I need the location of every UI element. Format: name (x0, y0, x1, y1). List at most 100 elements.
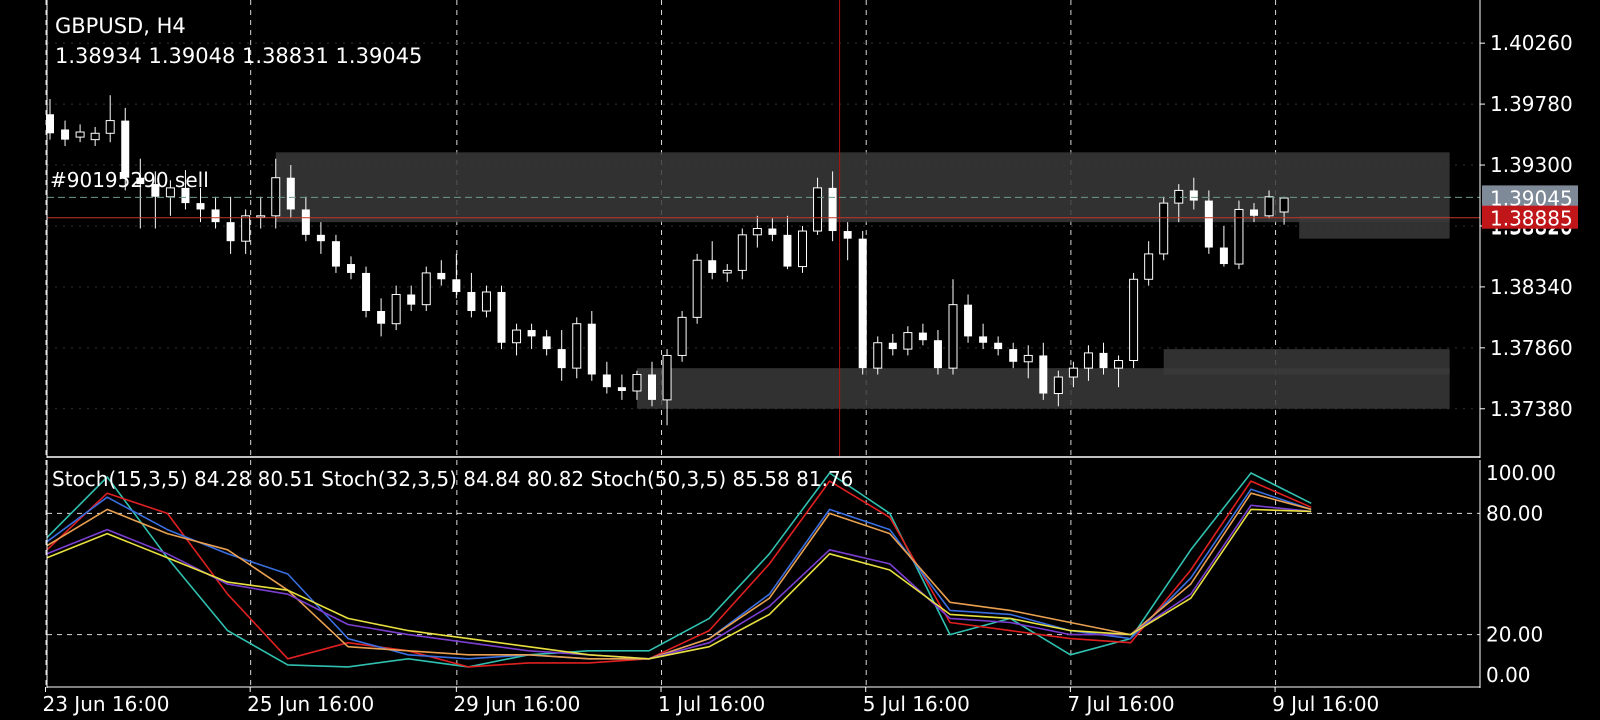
bear-candle[interactable] (301, 209, 310, 235)
bear-candle[interactable] (933, 340, 942, 369)
bear-candle[interactable] (1189, 190, 1198, 201)
stoch-layer (46, 472, 1312, 668)
bear-candle[interactable] (286, 177, 295, 210)
bear-candle[interactable] (527, 330, 536, 337)
bear-candle[interactable] (1099, 352, 1108, 369)
bull-candle[interactable] (572, 323, 582, 369)
bull-candle[interactable] (241, 215, 251, 242)
bull-candle[interactable] (662, 354, 672, 401)
bear-candle[interactable] (46, 114, 54, 134)
price-tick-label: 1.39780 (1490, 92, 1573, 116)
bear-candle[interactable] (407, 294, 416, 305)
bull-candle[interactable] (1068, 367, 1078, 378)
time-tick-label: 1 Jul 16:00 (658, 692, 765, 716)
bear-candle[interactable] (994, 342, 1003, 350)
order-label[interactable]: #90195290 sell (50, 168, 209, 192)
bull-candle[interactable] (677, 316, 687, 356)
indicator-label: Stoch(15,3,5) 84.28 80.51 Stoch(32,3,5) … (52, 467, 853, 491)
bear-candle[interactable] (648, 374, 656, 400)
bear-candle[interactable] (888, 342, 897, 350)
bull-candle[interactable] (692, 259, 702, 318)
bear-candle[interactable] (602, 374, 611, 388)
symbol-timeframe-label: GBPUSD, H4 (55, 14, 186, 38)
bull-candle[interactable] (1114, 360, 1124, 369)
bear-candle[interactable] (377, 311, 386, 324)
bear-candle[interactable] (497, 291, 506, 343)
bull-candle[interactable] (1083, 352, 1093, 369)
bull-candle[interactable] (512, 329, 522, 344)
bear-candle[interactable] (347, 264, 355, 273)
bull-candle[interactable] (948, 304, 958, 369)
candle-layer[interactable] (46, 95, 1289, 426)
bull-candle[interactable] (165, 187, 175, 198)
bear-candle[interactable] (1039, 355, 1048, 394)
bull-candle[interactable] (1174, 189, 1184, 204)
bear-candle[interactable] (226, 222, 235, 242)
bull-candle[interactable] (873, 342, 883, 369)
bull-candle[interactable] (798, 230, 807, 268)
bear-candle[interactable] (1009, 349, 1018, 362)
stoch-tick-label: 0.00 (1486, 663, 1531, 687)
bear-candle[interactable] (542, 336, 551, 350)
stoch-tick-label: 100.00 (1486, 461, 1556, 485)
bear-candle[interactable] (211, 209, 220, 223)
bull-candle[interactable] (481, 291, 491, 312)
bear-candle[interactable] (61, 129, 70, 140)
bear-candle[interactable] (196, 203, 205, 210)
bear-candle[interactable] (587, 323, 596, 375)
bear-candle[interactable] (557, 349, 566, 369)
bull-candle[interactable] (90, 132, 100, 141)
bear-candle[interactable] (708, 260, 717, 273)
bull-candle[interactable] (271, 177, 281, 217)
bear-candle[interactable] (151, 184, 160, 197)
bear-candle[interactable] (452, 279, 461, 292)
bear-candle[interactable] (828, 187, 837, 232)
bear-candle[interactable] (181, 187, 190, 204)
price-tick-label: 1.39300 (1490, 153, 1573, 177)
bull-candle[interactable] (75, 131, 85, 138)
bull-candle[interactable] (903, 332, 913, 350)
bear-candle[interactable] (316, 234, 325, 242)
bear-candle[interactable] (1250, 209, 1258, 216)
bull-candle[interactable] (105, 120, 115, 134)
bear-candle[interactable] (467, 291, 476, 312)
bull-candle[interactable] (1234, 208, 1244, 265)
bear-candle[interactable] (437, 272, 446, 280)
bear-candle[interactable] (1204, 200, 1213, 248)
time-tick-label: 25 Jun 16:00 (247, 692, 374, 716)
bull-candle[interactable] (391, 294, 401, 325)
stoch-tick-label: 80.00 (1486, 501, 1543, 525)
bid-price-tag-bg (1482, 185, 1578, 209)
bull-candle[interactable] (737, 234, 747, 271)
bear-candle[interactable] (964, 304, 973, 337)
bear-candle[interactable] (1219, 247, 1228, 265)
bull-candle[interactable] (1129, 278, 1139, 362)
bull-candle[interactable] (421, 272, 431, 306)
bear-candle[interactable] (136, 177, 145, 185)
bear-candle[interactable] (979, 336, 988, 343)
bear-candle[interactable] (121, 120, 130, 178)
price-lines (47, 0, 1480, 457)
supply-demand-zone (275, 152, 1450, 223)
bull-candle[interactable] (1264, 196, 1274, 217)
bear-candle[interactable] (843, 231, 852, 239)
bull-candle[interactable] (722, 269, 732, 274)
bull-candle[interactable] (1053, 376, 1063, 395)
bear-candle[interactable] (783, 234, 792, 267)
bear-candle[interactable] (768, 228, 777, 235)
bear-candle[interactable] (918, 332, 927, 341)
price-tick-label: 1.37380 (1490, 397, 1573, 421)
bull-candle[interactable] (752, 228, 762, 236)
bear-candle[interactable] (362, 272, 371, 312)
bull-candle[interactable] (632, 373, 642, 392)
bull-candle[interactable] (1144, 253, 1154, 280)
bull-candle[interactable] (1279, 197, 1289, 213)
bull-candle[interactable] (256, 215, 266, 218)
bull-candle[interactable] (813, 187, 823, 232)
bear-candle[interactable] (331, 241, 340, 267)
bear-candle[interactable] (858, 238, 867, 369)
bull-candle[interactable] (1023, 354, 1033, 363)
bear-candle[interactable] (617, 387, 626, 391)
bull-candle[interactable] (1159, 202, 1169, 255)
